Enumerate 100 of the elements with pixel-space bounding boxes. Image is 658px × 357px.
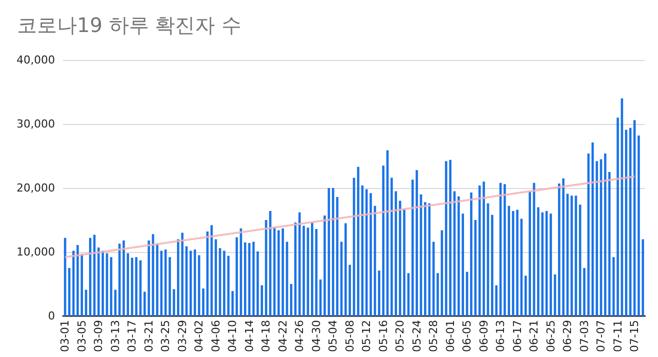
bar xyxy=(416,170,418,316)
x-tick-label: 04-18 xyxy=(260,320,273,352)
bar xyxy=(156,244,158,316)
bar xyxy=(616,118,619,316)
x-tick-label: 06-25 xyxy=(544,320,558,352)
x-tick-label: 04-26 xyxy=(293,320,306,352)
x-tick-label: 06-05 xyxy=(460,320,474,352)
x-tick-label: 06-29 xyxy=(561,320,574,352)
x-tick-label: 06-01 xyxy=(444,320,457,352)
x-tick-label: 03-09 xyxy=(92,320,106,352)
bar xyxy=(638,136,640,316)
bar xyxy=(424,202,426,316)
x-tick-label: 07-07 xyxy=(594,320,608,352)
bar xyxy=(110,257,112,316)
x-tick-label: 05-24 xyxy=(410,320,424,352)
bar xyxy=(223,250,226,316)
x-tick-label: 04-02 xyxy=(192,320,206,352)
x-tick-label: 05-04 xyxy=(326,320,340,352)
bar xyxy=(625,130,628,316)
bar xyxy=(328,188,330,316)
x-tick-label: 03-29 xyxy=(176,320,189,352)
bar xyxy=(194,249,196,316)
x-tick-label: 05-12 xyxy=(360,320,374,352)
bar xyxy=(482,182,485,316)
bar xyxy=(570,196,573,316)
bar xyxy=(282,228,284,316)
bar xyxy=(491,214,494,316)
y-tick-label: 30,000 xyxy=(16,118,55,130)
bar xyxy=(190,250,192,316)
bar xyxy=(336,196,338,316)
y-tick-label: 0 xyxy=(48,310,55,322)
y-tick-label: 10,000 xyxy=(16,246,55,258)
bar xyxy=(168,257,171,316)
bar xyxy=(370,193,372,316)
bar xyxy=(344,223,347,316)
bar xyxy=(302,226,305,316)
x-tick-label: 04-10 xyxy=(226,320,240,352)
x-tick-label: 05-28 xyxy=(427,320,440,352)
x-tick-label: 06-21 xyxy=(528,320,541,352)
bar xyxy=(148,240,150,316)
bar xyxy=(550,214,552,316)
bar xyxy=(294,222,297,316)
bar xyxy=(382,166,384,316)
bar xyxy=(562,178,565,316)
bar xyxy=(528,191,532,316)
bar xyxy=(122,240,125,316)
x-tick-label: 06-17 xyxy=(510,320,524,352)
bar xyxy=(210,225,213,316)
bar xyxy=(269,211,272,316)
bar xyxy=(357,166,360,316)
x-tick-label: 04-30 xyxy=(310,320,323,352)
y-tick-label: 20,000 xyxy=(16,182,55,194)
bar xyxy=(604,153,606,316)
x-tick-label: 05-08 xyxy=(343,320,356,352)
bar xyxy=(310,222,314,316)
bar xyxy=(545,211,548,316)
y-tick-label: 40,000 xyxy=(16,54,55,66)
x-tick-label: 07-11 xyxy=(611,320,624,352)
bar xyxy=(444,161,448,316)
bar xyxy=(236,237,238,316)
bar xyxy=(256,251,259,316)
bar xyxy=(629,128,632,316)
bar xyxy=(512,211,514,316)
bar xyxy=(537,207,540,316)
x-tick-label: 06-13 xyxy=(494,320,508,352)
x-tick-label: 03-25 xyxy=(159,320,172,352)
x-tick-label: 07-03 xyxy=(578,320,591,352)
bar xyxy=(504,184,506,316)
bar xyxy=(390,178,393,316)
x-tick-label: 05-20 xyxy=(394,320,407,352)
x-tick-label: 04-14 xyxy=(242,320,256,352)
x-tick-label: 03-01 xyxy=(58,320,72,352)
bar xyxy=(102,250,104,316)
x-tick-label: 03-17 xyxy=(126,320,139,352)
x-tick-label: 07-15 xyxy=(628,320,642,352)
bar xyxy=(89,238,92,316)
bar xyxy=(578,204,582,316)
bar xyxy=(458,196,460,316)
bar xyxy=(478,185,481,316)
x-tick-label: 06-09 xyxy=(477,320,490,352)
x-tick-label: 03-05 xyxy=(75,320,88,352)
x-tick-label: 04-22 xyxy=(276,320,290,352)
bar xyxy=(449,160,452,316)
x-tick-label: 03-13 xyxy=(108,320,122,352)
bar xyxy=(181,232,184,316)
bar xyxy=(244,242,246,316)
bar xyxy=(202,288,204,316)
bar xyxy=(68,268,70,316)
chart-title: 코로나19 하루 확진자 수 xyxy=(17,13,242,37)
bar xyxy=(248,243,250,316)
bar xyxy=(470,192,472,316)
bar xyxy=(436,273,439,316)
bar xyxy=(428,203,431,316)
bar xyxy=(516,210,518,316)
bar xyxy=(403,209,406,316)
bar xyxy=(135,257,138,316)
x-tick-label: 05-16 xyxy=(376,320,390,352)
x-tick-label: 03-21 xyxy=(142,320,156,352)
bar xyxy=(592,142,594,316)
bar xyxy=(76,244,79,316)
